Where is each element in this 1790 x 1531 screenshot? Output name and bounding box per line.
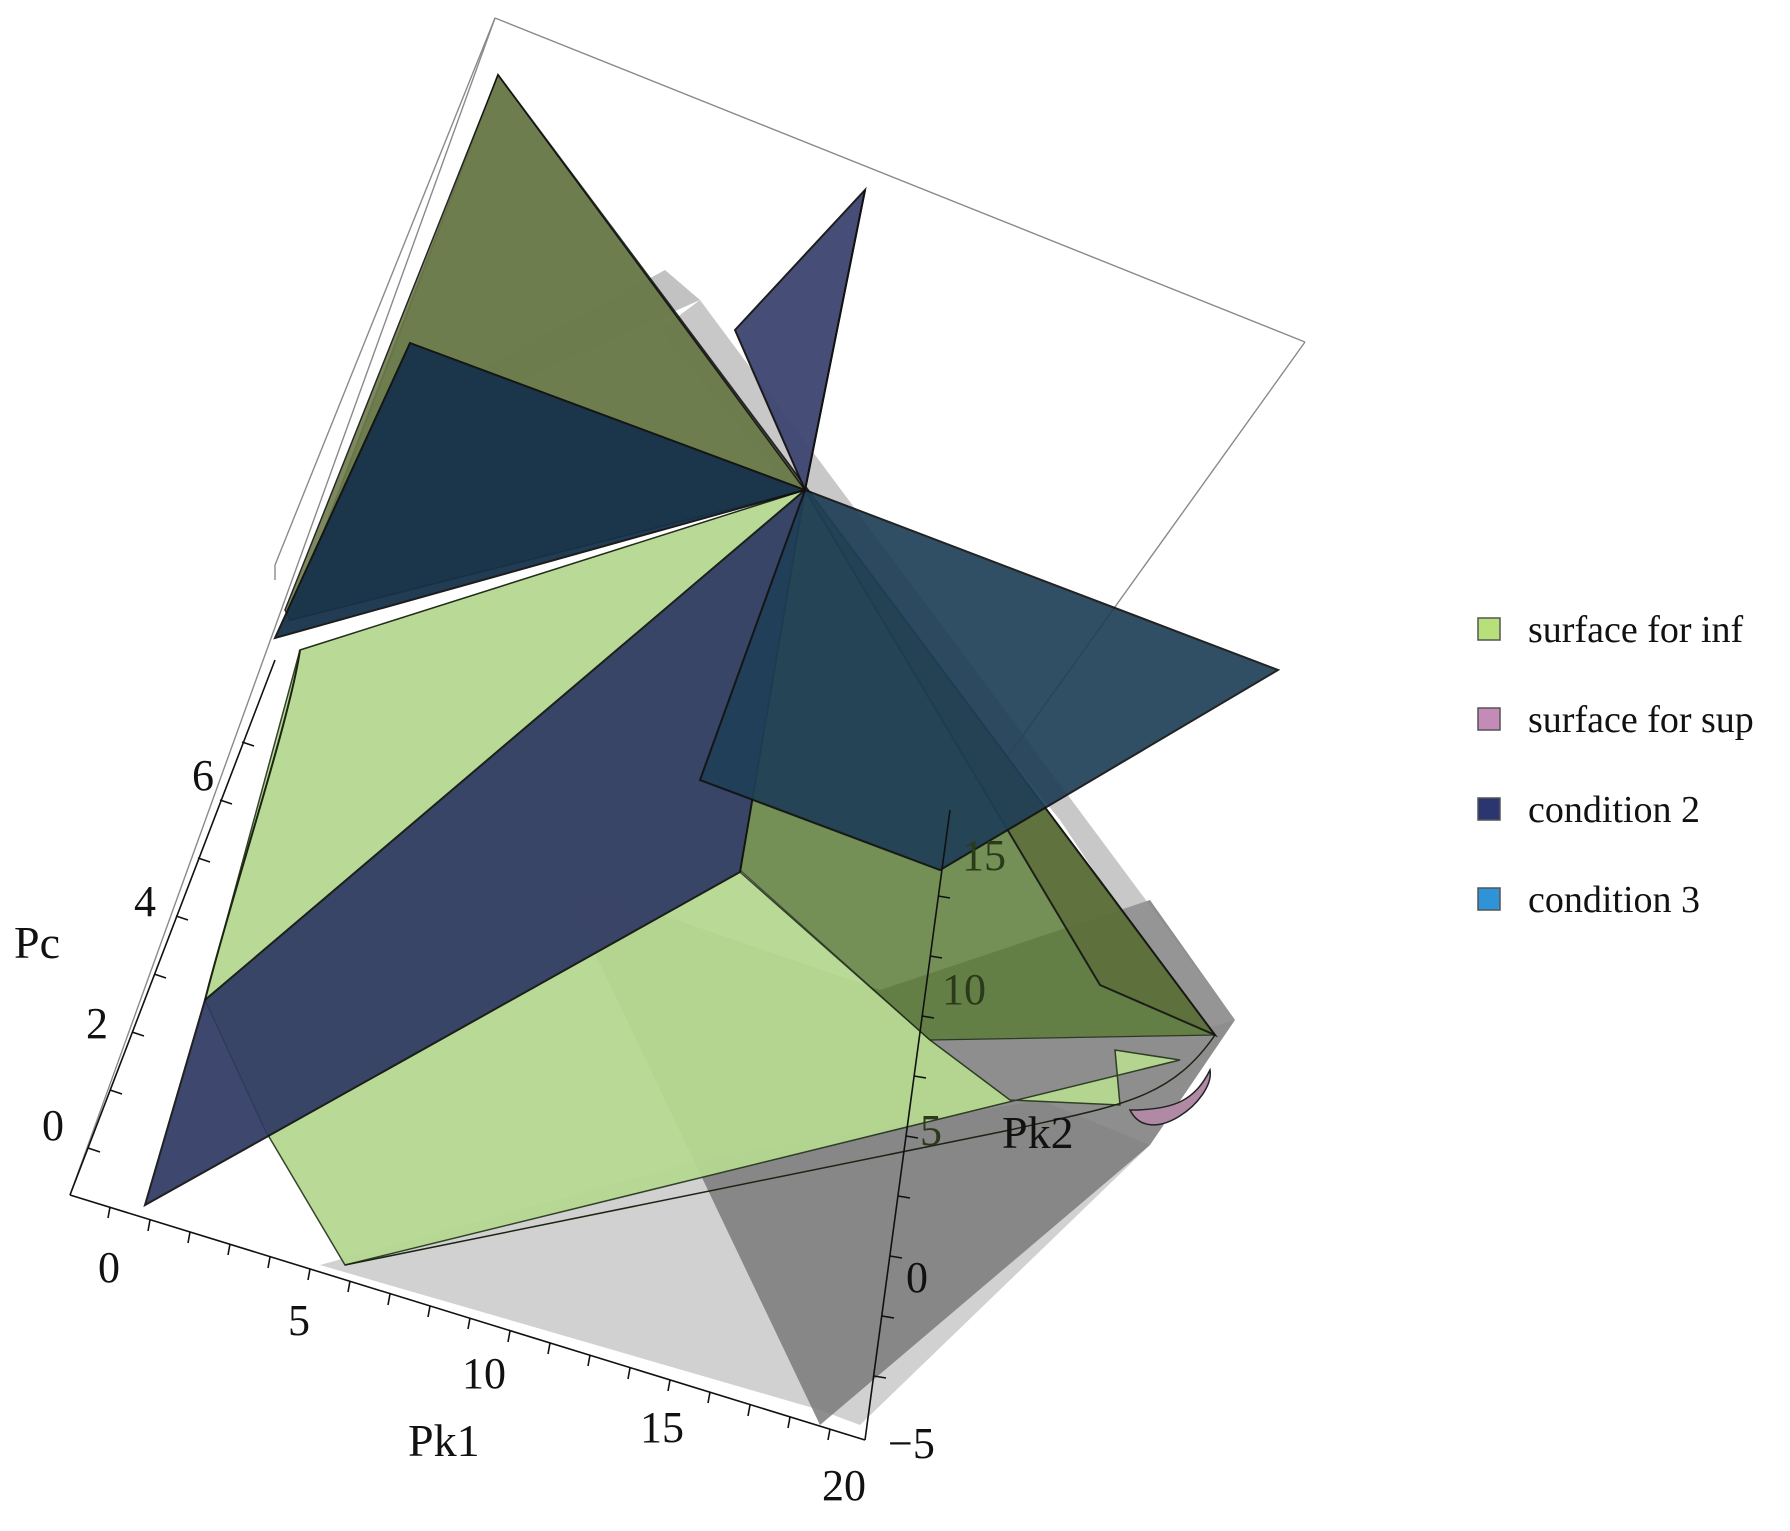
legend-label: condition 2	[1528, 789, 1700, 831]
pk2-tick-label: 5	[920, 1106, 942, 1155]
y-axis-label: Pk2	[1002, 1107, 1074, 1158]
condition3-left	[273, 341, 809, 640]
pk1-tick	[347, 1280, 351, 1293]
pk1-tick	[387, 1293, 391, 1306]
pc-tick	[153, 973, 167, 979]
legend-label: surface for inf	[1528, 609, 1744, 651]
pc-tick-label: 0	[42, 1101, 64, 1150]
pk2-tick-label: 10	[942, 965, 986, 1014]
inf-surface-edge	[204, 649, 301, 1001]
pk1-tick	[267, 1256, 271, 1269]
box-edge	[274, 17, 496, 566]
condition2-wing	[733, 186, 867, 494]
pk1-tick-label: 0	[98, 1243, 120, 1292]
pc-tick	[87, 1147, 101, 1153]
pk1-tick	[507, 1330, 511, 1343]
pc-tick	[175, 915, 189, 921]
pc-tick	[197, 857, 211, 863]
pk1-axis-line	[69, 1194, 866, 1441]
legend-item: condition 2	[1477, 789, 1700, 831]
pk1-tick	[307, 1268, 311, 1281]
pk2-tick-label: −5	[888, 1419, 935, 1468]
legend-label: surface for sup	[1528, 699, 1754, 741]
pk1-tick	[187, 1231, 191, 1244]
pk2-tick	[905, 1135, 919, 1139]
pk1-tick	[667, 1379, 671, 1392]
pk2-tick	[881, 1315, 895, 1319]
pc-tick-label: 6	[192, 751, 214, 800]
pc-tick	[219, 799, 233, 805]
pc-axis	[69, 659, 276, 1196]
legend-item: condition 3	[1477, 879, 1700, 921]
pk2-tick	[889, 1255, 903, 1259]
pk1-tick-label: 10	[462, 1349, 506, 1398]
pk2-tick	[929, 955, 943, 959]
pk1-tick	[427, 1305, 431, 1318]
legend-item: surface for inf	[1477, 609, 1744, 651]
pk1-tick	[787, 1416, 791, 1429]
pk2-tick	[937, 895, 951, 899]
pk1-tick	[227, 1243, 231, 1256]
inf-surface-rim	[344, 1034, 1216, 1266]
pc-tick	[241, 741, 255, 747]
pk1-tick	[827, 1428, 831, 1441]
pc-tick	[109, 1089, 123, 1095]
pk1-tick	[627, 1367, 631, 1380]
pk2-tick	[897, 1195, 911, 1199]
pk1-tick	[587, 1354, 591, 1367]
legend-swatch-condition-2	[1477, 797, 1501, 821]
pk2-tick	[921, 1015, 935, 1019]
pk2-tick	[873, 1375, 887, 1379]
pk1-tick-labels: 0 5 10 15 20	[98, 1243, 866, 1510]
series-condition-3	[273, 341, 1281, 872]
legend-label: condition 3	[1528, 879, 1700, 921]
legend-swatch-surface-for-sup	[1477, 707, 1501, 731]
pk2-tick-labels: −5 0 5 10 15	[888, 831, 1006, 1468]
pc-tick	[131, 1031, 145, 1037]
pk1-axis	[69, 1194, 866, 1441]
pk1-tick	[147, 1219, 151, 1232]
pk2-axis-line	[864, 809, 951, 1441]
box-edge	[494, 17, 1306, 343]
pk1-tick	[107, 1206, 111, 1219]
x-axis-label: Pk1	[408, 1415, 480, 1466]
pk1-tick-label: 20	[822, 1461, 866, 1510]
pk1-tick	[747, 1404, 751, 1417]
box-edge	[69, 17, 496, 1196]
pc-tick-label: 2	[86, 999, 108, 1048]
pc-tick-label: 4	[134, 877, 156, 926]
pk1-tick	[707, 1391, 711, 1404]
legend-item: surface for sup	[1477, 699, 1754, 741]
legend-swatch-condition-3	[1477, 887, 1501, 911]
series-surface-for-sup	[1128, 1067, 1211, 1126]
z-axis-label: Pc	[14, 917, 60, 968]
legend: surface for inf surface for sup conditio…	[1477, 609, 1754, 921]
pk2-tick	[913, 1075, 927, 1079]
pk1-tick	[547, 1342, 551, 1355]
pc-axis-line	[69, 659, 276, 1196]
pk1-tick	[467, 1317, 471, 1330]
pk2-tick-label: 15	[962, 831, 1006, 880]
pk1-tick-label: 5	[288, 1296, 310, 1345]
pk2-axis	[864, 809, 951, 1441]
pk2-tick-label: 0	[906, 1253, 928, 1302]
pk1-tick-label: 15	[640, 1403, 684, 1452]
sup-surface	[1128, 1067, 1211, 1126]
pc-tick-labels: 0 2 4 6	[42, 751, 214, 1150]
legend-swatch-surface-for-inf	[1477, 617, 1501, 641]
condition3-right	[698, 488, 1281, 872]
